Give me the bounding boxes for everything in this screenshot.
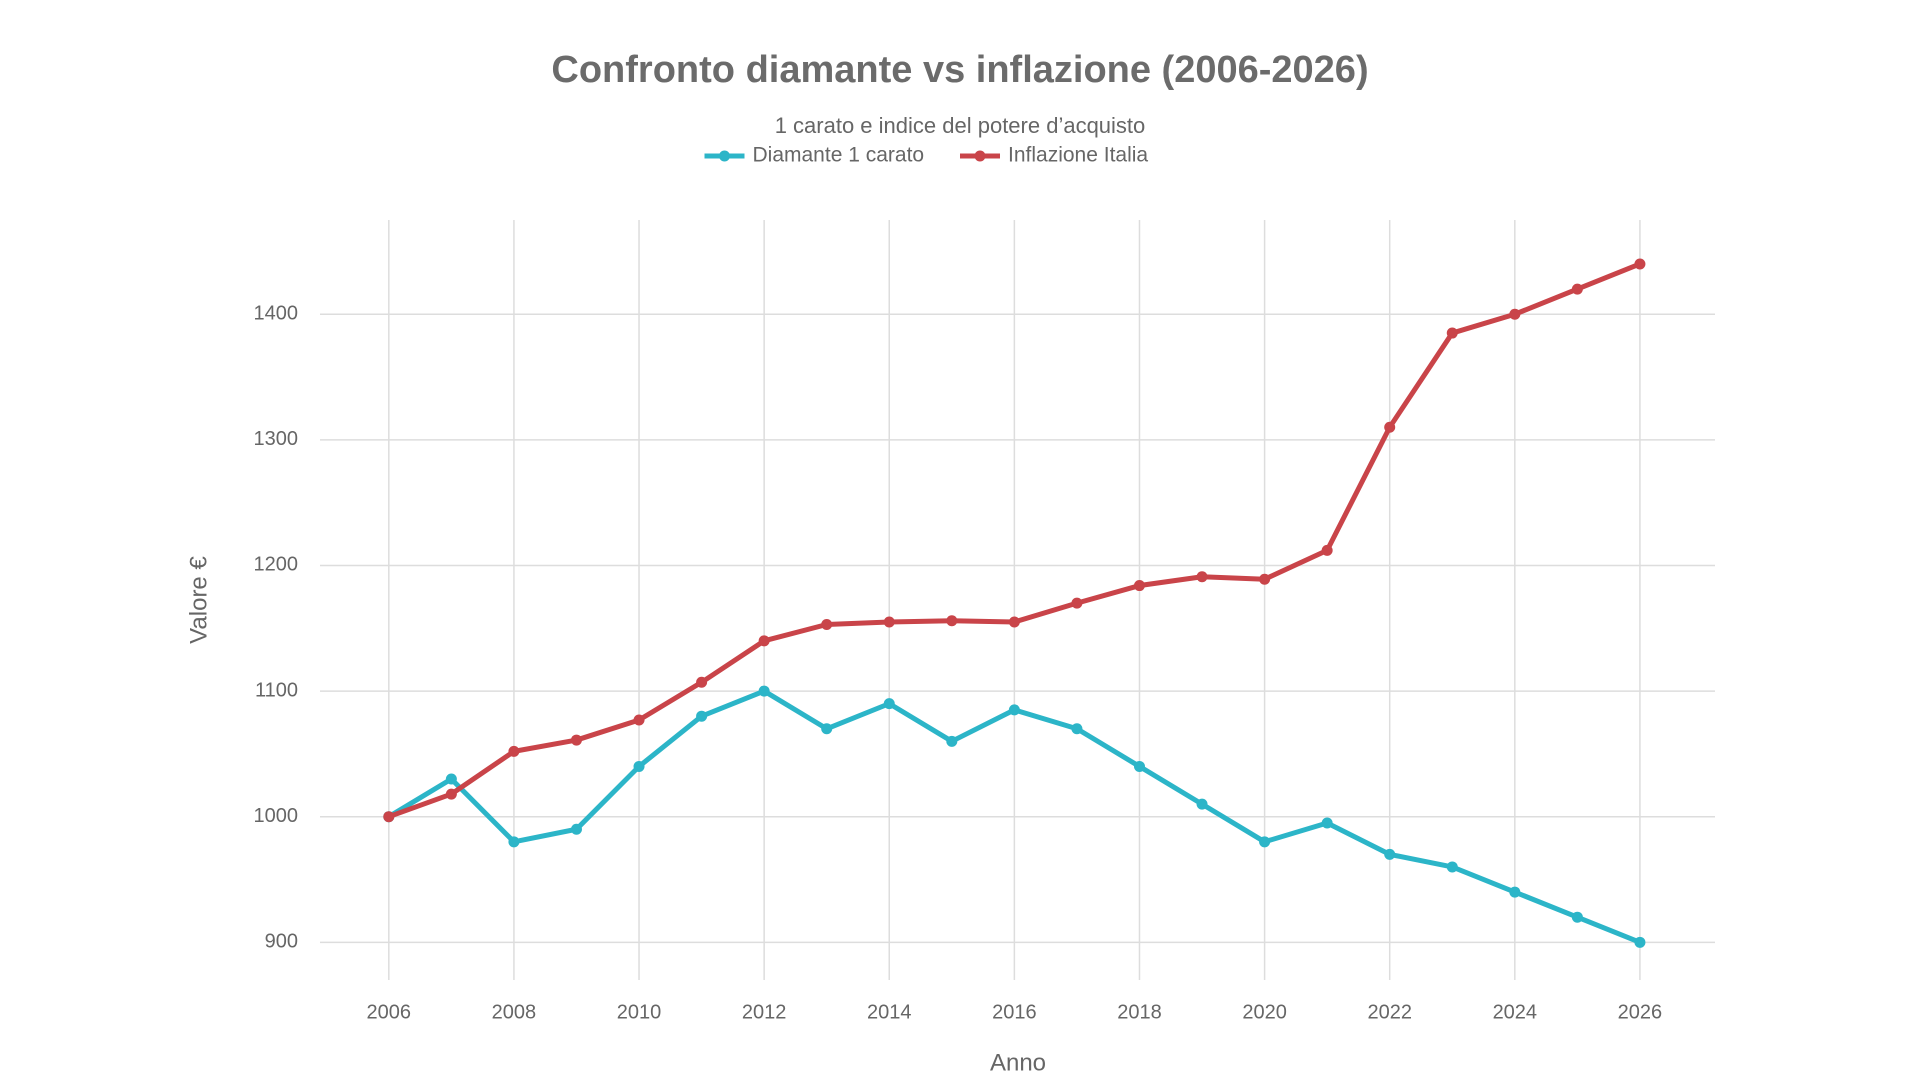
x-tick-label: 2026 [1618, 1001, 1663, 1023]
point [445, 773, 457, 785]
point [946, 615, 958, 627]
point [570, 734, 582, 746]
legend-label: Inflazione Italia [1008, 144, 1148, 167]
point [883, 616, 895, 628]
point [758, 635, 770, 647]
point [1008, 704, 1020, 716]
point [1008, 616, 1020, 628]
x-tick-label: 2018 [1117, 1001, 1162, 1023]
x-tick-label: 2014 [867, 1001, 912, 1023]
point [821, 723, 833, 735]
point [1384, 848, 1396, 860]
point [883, 698, 895, 710]
y-tick-label: 1100 [255, 679, 298, 701]
legend-label: Diamante 1 carato [753, 144, 925, 167]
x-tick-label: 2022 [1367, 1001, 1412, 1023]
x-tick-label: 2006 [367, 1001, 412, 1023]
point [696, 710, 708, 722]
chart-title: Confronto diamante vs inflazione (2006-2… [551, 49, 1368, 91]
point [508, 836, 520, 848]
x-tick-label: 2010 [617, 1001, 662, 1023]
y-tick-label: 1400 [254, 302, 299, 324]
y-tick-label: 1300 [254, 428, 299, 450]
y-tick-label: 1000 [254, 805, 299, 827]
y-tick-label: 900 [265, 931, 298, 953]
point [1133, 580, 1145, 592]
y-axis-title: Valore € [185, 556, 212, 644]
point [633, 714, 645, 726]
point [445, 788, 457, 800]
x-tick-label: 2008 [492, 1001, 537, 1023]
point [1133, 760, 1145, 772]
point [758, 685, 770, 697]
point [1259, 573, 1271, 585]
x-tick-label: 2024 [1493, 1001, 1538, 1023]
point [1509, 886, 1521, 898]
point [1071, 723, 1083, 735]
point [1384, 421, 1396, 433]
point [1196, 798, 1208, 810]
point [821, 618, 833, 630]
point [570, 823, 582, 835]
legend-marker [719, 150, 730, 162]
point [946, 735, 958, 747]
x-tick-label: 2020 [1242, 1001, 1287, 1023]
point [1321, 817, 1333, 829]
x-tick-label: 2012 [742, 1001, 787, 1023]
point [1071, 597, 1083, 609]
legend-marker [974, 150, 986, 162]
point [1446, 327, 1458, 339]
point [1571, 283, 1583, 295]
point [383, 811, 395, 823]
point [696, 676, 708, 688]
x-axis-title: Anno [990, 1049, 1046, 1076]
x-tick-label: 2016 [992, 1001, 1037, 1023]
point [1259, 836, 1271, 848]
point [1634, 936, 1646, 948]
y-tick-label: 1200 [254, 554, 299, 576]
point [633, 760, 645, 772]
point [1571, 911, 1583, 923]
point [1446, 861, 1458, 873]
point [1634, 258, 1646, 270]
point [1509, 308, 1521, 320]
chart-subtitle: 1 carato e indice del potere d’acquisto [775, 113, 1146, 138]
point [1321, 544, 1333, 556]
point [508, 745, 520, 757]
point [1196, 571, 1208, 583]
